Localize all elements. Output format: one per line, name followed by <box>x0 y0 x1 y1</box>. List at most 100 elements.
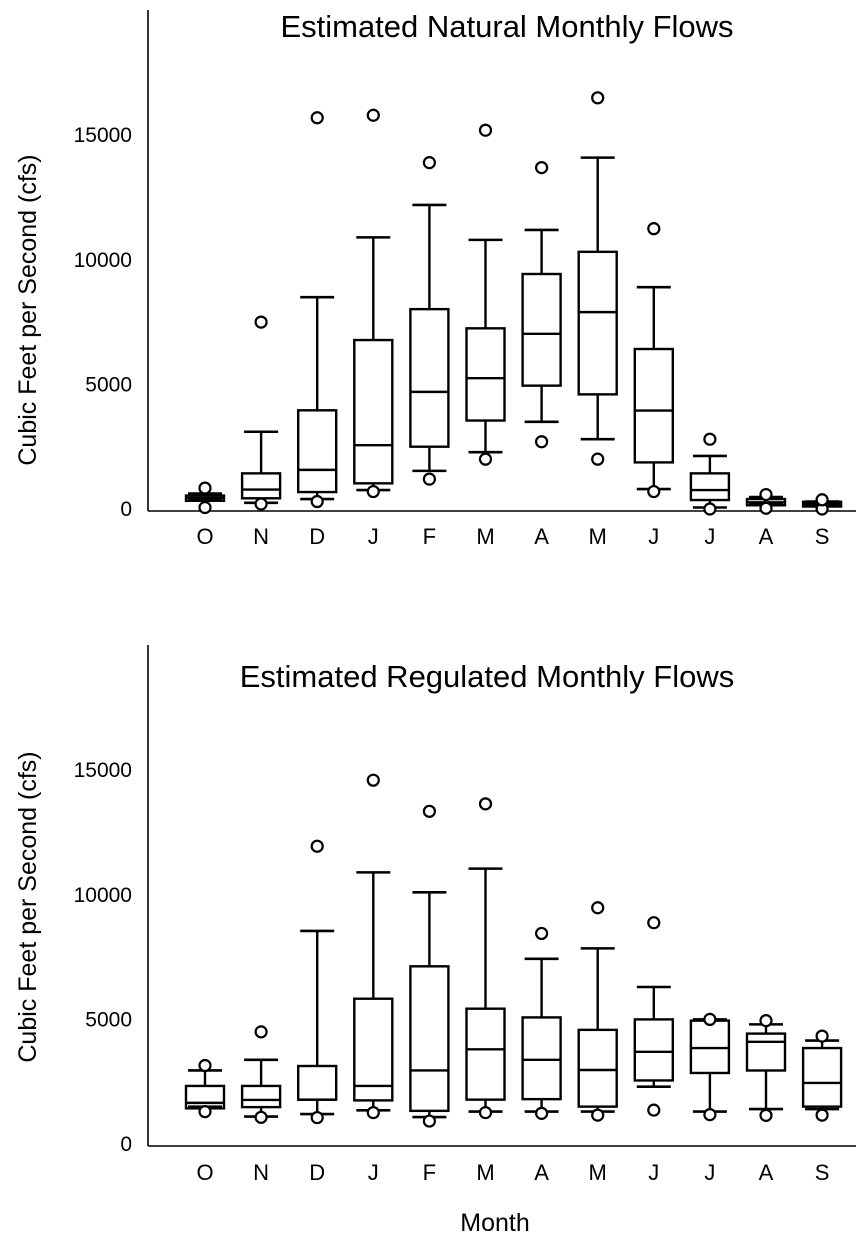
box-a-6 <box>521 926 562 1120</box>
x-tick-label: J <box>368 1160 379 1185</box>
outlier-point <box>591 452 605 466</box>
box-n-1 <box>240 1025 282 1124</box>
iqr-box <box>745 1032 787 1072</box>
x-tick-label: O <box>196 1160 213 1185</box>
y-axis-label: Cubic Feet per Second (cfs) <box>14 751 42 1062</box>
x-tick-label: M <box>476 524 494 549</box>
box-j-9 <box>689 1012 731 1122</box>
x-tick-label: M <box>476 1160 494 1185</box>
x-tick-label: D <box>309 1160 325 1185</box>
box-o-0 <box>184 1058 226 1119</box>
outlier-point <box>198 1058 212 1073</box>
x-tick-label: S <box>815 524 830 549</box>
outlier-point <box>647 484 661 499</box>
box-j-8 <box>633 916 674 1117</box>
iqr-box <box>465 1007 506 1101</box>
outlier-point <box>534 1106 549 1120</box>
iqr-box <box>521 1016 562 1101</box>
box-j-3 <box>353 108 394 499</box>
natural-flows-chart: Estimated Natural Monthly Flows Cubic Fe… <box>14 9 856 549</box>
boxes <box>184 91 843 516</box>
regulated-flows-chart: Estimated Regulated Monthly Flows Cubic … <box>14 645 856 1237</box>
iqr-box <box>689 1019 731 1075</box>
outlier-point <box>254 315 268 329</box>
iqr-box <box>240 1084 282 1109</box>
outlier-point <box>198 1105 212 1119</box>
y-ticks: 0 5000 10000 15000 <box>74 759 132 1156</box>
x-tick-label: J <box>368 524 379 549</box>
x-tick-label: J <box>648 524 659 549</box>
outlier-point <box>366 1106 380 1120</box>
outlier-point <box>478 797 493 811</box>
boxes <box>184 773 843 1128</box>
outlier-point <box>759 1108 773 1122</box>
outlier-point <box>591 1108 605 1122</box>
outlier-point <box>534 160 549 175</box>
outlier-point <box>647 1103 661 1117</box>
outlier-point <box>591 91 605 105</box>
x-tick-label: A <box>759 1160 774 1185</box>
x-tick-label: J <box>648 1160 659 1185</box>
box-a-10 <box>745 487 787 515</box>
outlier-point <box>647 916 661 930</box>
outlier-point <box>310 1110 324 1125</box>
iqr-box <box>465 327 506 422</box>
outlier-point <box>422 1114 436 1128</box>
outlier-point <box>310 839 324 853</box>
box-s-11 <box>801 493 843 516</box>
box-m-7 <box>577 901 618 1122</box>
box-d-2 <box>297 111 338 509</box>
x-tick-label: A <box>759 524 774 549</box>
iqr-box <box>633 347 674 464</box>
outlier-point <box>815 1029 829 1043</box>
x-tick-label: N <box>253 524 269 549</box>
outlier-point <box>366 484 380 499</box>
outlier-point <box>478 1106 493 1120</box>
x-tick-label: F <box>423 1160 436 1185</box>
iqr-box <box>240 472 282 500</box>
box-j-3 <box>353 773 394 1120</box>
x-tick-label: M <box>589 524 607 549</box>
outlier-point <box>310 494 324 509</box>
box-n-1 <box>240 315 282 511</box>
outlier-point <box>478 452 493 466</box>
outlier-point <box>478 123 493 137</box>
box-s-11 <box>801 1029 843 1122</box>
y-tick-label: 15000 <box>74 759 132 782</box>
outlier-point <box>366 108 380 122</box>
outlier-point <box>254 497 268 511</box>
chart-title: Estimated Natural Monthly Flows <box>280 9 733 44</box>
iqr-box <box>801 1046 843 1108</box>
y-ticks: 0 5000 10000 15000 <box>74 124 132 521</box>
iqr-box <box>689 472 731 502</box>
x-tick-label: A <box>534 1160 549 1185</box>
outlier-point <box>759 1014 773 1028</box>
chart-title: Estimated Regulated Monthly Flows <box>240 659 735 694</box>
y-tick-label: 5000 <box>85 1008 132 1031</box>
x-tick-label: J <box>704 1160 715 1185</box>
x-tick-label: D <box>309 524 325 549</box>
outlier-point <box>759 487 773 502</box>
iqr-box <box>633 1018 674 1082</box>
box-f-4 <box>409 804 450 1128</box>
y-tick-label: 0 <box>120 498 132 521</box>
box-m-5 <box>465 123 506 466</box>
box-o-0 <box>184 481 226 515</box>
outlier-point <box>198 481 212 495</box>
iqr-box <box>409 307 450 448</box>
box-a-6 <box>521 160 562 449</box>
y-tick-label: 0 <box>120 1133 132 1156</box>
outlier-point <box>815 493 829 507</box>
box-m-5 <box>465 797 506 1120</box>
x-tick-label: O <box>196 524 213 549</box>
outlier-point <box>366 773 380 787</box>
outlier-point <box>703 502 717 516</box>
outlier-point <box>759 501 773 515</box>
iqr-box <box>353 997 394 1102</box>
outlier-point <box>198 500 212 515</box>
box-j-8 <box>633 222 674 499</box>
outlier-point <box>254 1025 268 1039</box>
